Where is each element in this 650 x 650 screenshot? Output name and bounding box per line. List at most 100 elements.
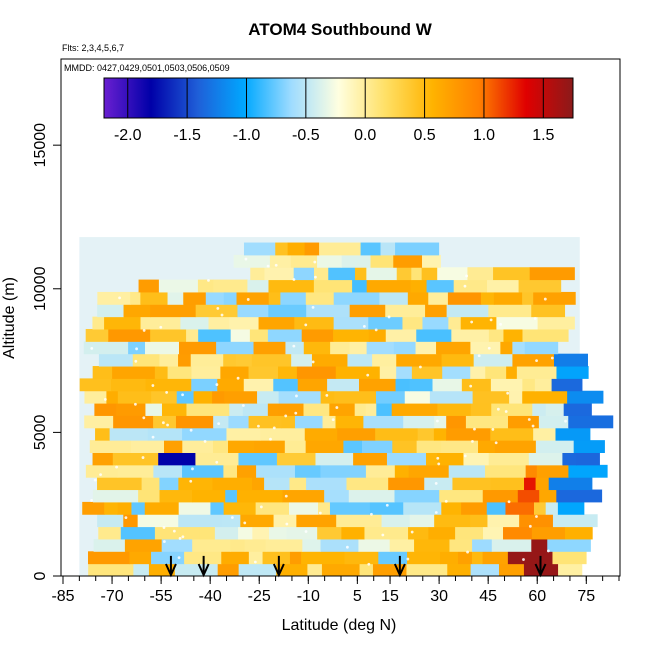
heatmap-cell — [116, 403, 146, 416]
heatmap-dot — [435, 419, 439, 423]
heatmap-cell — [124, 538, 163, 552]
heatmap-cell — [409, 514, 435, 528]
heatmap-cell — [524, 477, 537, 491]
heatmap-cell — [437, 403, 472, 416]
heatmap-cell — [137, 514, 179, 528]
heatmap-cell — [251, 353, 292, 367]
heatmap-cell — [264, 477, 290, 491]
heatmap-dot — [506, 391, 510, 395]
heatmap-cell — [92, 452, 114, 466]
heatmap-cell — [296, 366, 337, 379]
heatmap-dot — [244, 257, 248, 261]
heatmap-dot — [489, 318, 493, 322]
heatmap-dot — [311, 305, 315, 309]
heatmap-cell — [151, 551, 185, 565]
heatmap-cell — [470, 403, 492, 416]
heatmap-dot — [294, 411, 298, 415]
heatmap-dot — [499, 322, 502, 326]
heatmap-dot — [269, 437, 272, 441]
heatmap-dot — [387, 315, 391, 319]
heatmap-cell — [403, 501, 442, 515]
heatmap-cell — [191, 366, 221, 379]
heatmap-dot — [304, 530, 308, 533]
heatmap-cell — [485, 366, 507, 379]
heatmap-cell — [225, 489, 238, 503]
heatmap-cell — [568, 464, 608, 478]
flights-note: Flts: 2,3,4,5,6,7 — [62, 43, 124, 53]
heatmap-dot — [165, 391, 169, 394]
heatmap-cell — [535, 477, 550, 491]
heatmap-cell — [238, 526, 253, 540]
colorbar-tick-label: 1.0 — [473, 127, 495, 144]
heatmap-cell — [84, 415, 114, 429]
heatmap-cell — [333, 328, 370, 342]
heatmap-dot — [504, 410, 508, 413]
heatmap-cell — [264, 267, 295, 281]
heatmap-cell — [426, 452, 438, 466]
heatmap-cell — [294, 415, 324, 429]
heatmap-dot — [471, 439, 474, 443]
heatmap-cell — [556, 489, 603, 503]
heatmap-cell — [372, 353, 397, 367]
heatmap-cell — [391, 403, 438, 416]
heatmap-dot — [470, 320, 474, 324]
heatmap-cell — [568, 415, 614, 429]
x-tick-label: -70 — [100, 588, 123, 605]
heatmap-cell — [460, 316, 497, 330]
heatmap-cell — [503, 328, 523, 342]
heatmap-cell — [358, 538, 391, 552]
heatmap-dot — [496, 407, 500, 411]
heatmap-dot — [253, 560, 257, 564]
heatmap-cell — [334, 390, 377, 404]
heatmap-cell — [528, 452, 563, 466]
heatmap-cell — [223, 353, 237, 367]
heatmap-cell — [424, 477, 453, 491]
heatmap-cell — [473, 353, 513, 367]
heatmap-dot — [367, 562, 371, 566]
heatmap-cell — [221, 551, 250, 565]
heatmap-cell — [320, 464, 367, 478]
heatmap-dot — [285, 522, 289, 526]
heatmap-dot — [419, 365, 422, 369]
heatmap-dot — [292, 344, 296, 348]
y-axis: 0 5000 10000 15000 — [32, 123, 61, 580]
heatmap-cell — [470, 563, 500, 576]
heatmap-dot — [434, 511, 438, 514]
heatmap-dot — [410, 530, 414, 534]
heatmap-cell — [138, 279, 160, 293]
heatmap-cell — [536, 464, 569, 478]
heatmap-cell — [242, 403, 269, 416]
heatmap-cell — [533, 291, 576, 305]
heatmap-cell — [563, 403, 592, 416]
heatmap-cell — [275, 242, 289, 256]
profile-arrow-head — [393, 563, 406, 578]
heatmap-dot — [266, 264, 270, 268]
heatmap-cell — [307, 563, 323, 576]
heatmap-cell — [463, 452, 490, 466]
heatmap-cell — [97, 291, 131, 305]
heatmap-cell — [519, 514, 554, 528]
heatmap-cell — [369, 501, 404, 515]
heatmap-cell — [178, 514, 223, 528]
heatmap-cell — [210, 501, 225, 515]
heatmap-cell — [267, 328, 303, 342]
heatmap-dot — [304, 323, 308, 327]
profile-arrow-head — [534, 563, 547, 578]
x-tick-label: -10 — [297, 588, 320, 605]
x-tick-label: 15 — [381, 588, 399, 605]
heatmap-cell — [402, 316, 423, 330]
heatmap-dot — [314, 275, 317, 279]
heatmap-cell — [293, 267, 315, 281]
heatmap-cell — [226, 427, 261, 441]
heatmap-dot — [161, 421, 165, 425]
heatmap-cell — [360, 242, 382, 256]
heatmap-dot — [313, 260, 317, 264]
heatmap-cell — [229, 403, 244, 416]
heatmap-cell — [98, 526, 122, 540]
heatmap-dot — [284, 414, 288, 418]
heatmap-cell — [552, 551, 587, 565]
heatmap-cell — [335, 366, 381, 379]
heatmap-cell — [205, 291, 225, 305]
x-tick-label: -55 — [150, 588, 173, 605]
heatmap-cell — [223, 501, 257, 515]
